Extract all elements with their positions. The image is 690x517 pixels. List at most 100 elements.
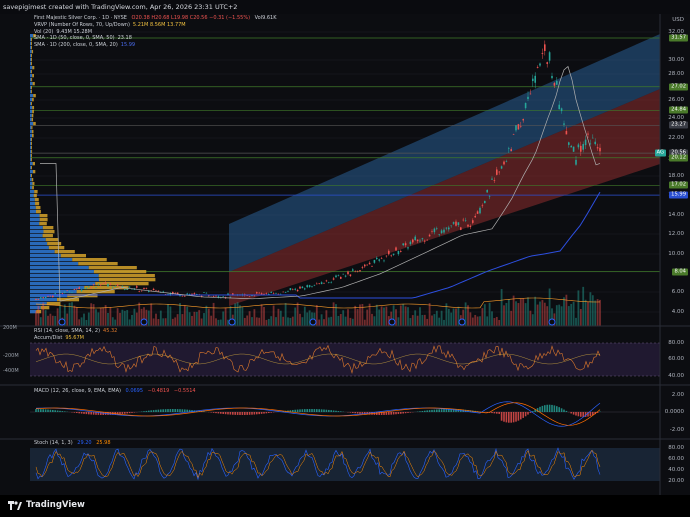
volume-bar-180 [467, 305, 469, 326]
volume-bar-66 [194, 312, 196, 326]
chart-canvas[interactable] [0, 14, 690, 495]
macd-hist-bar [148, 411, 150, 412]
candle-body-116 [314, 285, 316, 286]
volume-profile-up-33 [30, 166, 31, 169]
macd-hist-bar [50, 410, 52, 412]
stoch-tick-20: 20.00 [668, 478, 684, 484]
volume-bar-108 [294, 308, 296, 326]
candle-body-199 [513, 134, 515, 135]
macd-hist-bar [222, 412, 224, 414]
candle-body-209 [537, 67, 539, 68]
stoch-k: 29.20 [77, 440, 91, 446]
price-tick-14: 4.00 [672, 309, 684, 315]
candle-body-203 [522, 119, 524, 120]
volume-bar-7 [52, 316, 54, 326]
macd-axis[interactable]: 2.00 0.0000 -2.00 [660, 385, 690, 439]
candle-body-184 [477, 211, 479, 213]
volume-bar-90 [251, 317, 253, 326]
macd-hist-bar [518, 412, 520, 421]
volume-profile-up-49 [30, 230, 43, 233]
volume-bar-48 [150, 303, 152, 326]
candle-body-46 [146, 288, 148, 289]
rsi-tick-80: 80.00 [668, 340, 684, 346]
candle-body-181 [470, 226, 472, 227]
vol-value: Vol9.61K [255, 15, 277, 21]
candle-body-30 [107, 284, 109, 286]
volume-bar-119 [321, 314, 323, 326]
macd-hist-bar [419, 411, 421, 412]
candle-body-224 [573, 147, 575, 152]
price-tick-2: 28.00 [668, 71, 684, 77]
candle-body-207 [532, 79, 534, 81]
candle-body-213 [546, 62, 548, 64]
macd-hist-bar [551, 405, 553, 412]
macd-hist-bar [431, 410, 433, 412]
chart-frame[interactable]: First Majestic Silver Corp. · 1D · NYSE … [0, 14, 690, 495]
candle-body-4 [45, 297, 47, 298]
volume-bar-207 [532, 314, 534, 326]
price-axis[interactable]: USD 32.0030.0028.0026.0024.0022.0020.001… [660, 14, 690, 326]
macd-hist-bar [410, 412, 412, 413]
candle-body-32 [112, 288, 114, 289]
candle-body-110 [299, 287, 301, 289]
rsi-axis[interactable]: 80.00 60.00 40.00 [660, 326, 690, 385]
volume-bar-121 [326, 310, 328, 326]
candle-body-38 [126, 289, 128, 290]
volume-profile-down-57 [78, 262, 117, 265]
volume-profile-up-36 [30, 178, 32, 181]
volume-profile-up-15 [30, 94, 33, 97]
volume-profile-up-20 [30, 114, 32, 117]
ad-label: Accum/Dist [34, 335, 62, 341]
volume-bar-137 [364, 320, 366, 326]
candle-body-20 [83, 288, 85, 289]
candle-body-51 [158, 291, 160, 292]
candle-body-177 [460, 227, 462, 230]
candle-body-118 [318, 283, 320, 284]
candle-body-166 [434, 229, 436, 233]
volume-profile-up-30 [30, 154, 31, 157]
macd-hist-bar [441, 409, 443, 412]
volume-bar-220 [563, 297, 565, 326]
macd-hist-bar [323, 410, 325, 412]
volume-bar-95 [263, 307, 265, 326]
candle-body-228 [582, 144, 584, 150]
volume-bar-165 [431, 316, 433, 326]
macd-hist-bar [143, 411, 145, 412]
chart-caption: savepigimest created with TradingView.co… [0, 0, 690, 14]
level-label-1: 27.02 [669, 83, 688, 90]
volume-bar-33 [114, 320, 116, 326]
candle-body-225 [575, 160, 577, 165]
volume-bar-26 [98, 312, 100, 326]
tradingview-logo[interactable]: TradingView [8, 500, 85, 510]
candle-body-162 [424, 241, 426, 242]
macd-hist-bar [309, 409, 311, 412]
candle-body-229 [585, 140, 587, 146]
candle-body-36 [122, 286, 124, 287]
volume-profile-down-18 [32, 106, 34, 109]
macd-label: MACD (12, 26, close, 9, EMA, EMA) [34, 388, 121, 394]
sma200-label: SMA · 1D (200, close, 0, SMA, 20) [34, 42, 118, 48]
candle-body-221 [566, 131, 568, 134]
volume-bar-141 [374, 316, 376, 326]
candle-body-226 [578, 144, 580, 147]
volume-profile-up-52 [30, 242, 47, 245]
macd-hist-bar [354, 412, 356, 413]
volume-bar-223 [570, 304, 572, 326]
volume-bar-175 [455, 309, 457, 326]
volume-bar-211 [542, 300, 544, 326]
macd-tick-0: 0.0000 [665, 409, 684, 415]
volume-bar-25 [95, 309, 97, 326]
volume-bar-9 [57, 308, 59, 326]
vol20-label: Vol (20) [34, 29, 53, 35]
volume-bar-156 [410, 318, 412, 326]
macd-hist-bar [182, 409, 184, 412]
volume-bar-195 [503, 305, 505, 326]
tradingview-logo-icon [8, 501, 22, 510]
candle-body-137 [364, 265, 366, 267]
candle-body-98 [270, 292, 272, 293]
stoch-axis[interactable]: 80.00 60.00 40.00 20.00 [660, 439, 690, 495]
legend-sma50-row: SMA · 1D (50, close, 0, SMA, 50) 23.18 [34, 35, 277, 42]
candle-body-115 [311, 286, 313, 287]
volume-bar-131 [350, 318, 352, 326]
candle-body-17 [76, 289, 78, 290]
